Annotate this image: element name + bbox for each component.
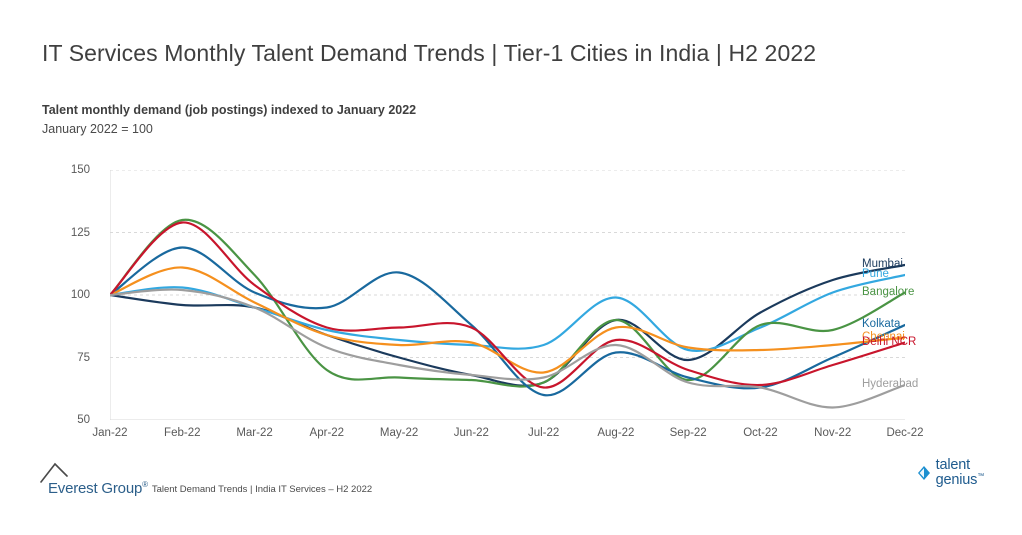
y-axis-tick: 50 — [77, 414, 90, 426]
everest-group-label: Everest Group — [48, 480, 143, 497]
legend-item-hyderabad[interactable]: Hyderabad — [862, 378, 918, 390]
page-title: IT Services Monthly Talent Demand Trends… — [42, 40, 817, 66]
series-line-kolkata — [108, 246, 907, 397]
legend-item-pune[interactable]: Pune — [862, 268, 889, 280]
x-axis-tick: Dec-22 — [886, 427, 924, 439]
everest-group-name: Everest Group® — [48, 480, 148, 497]
legend-label: Hyderabad — [862, 378, 919, 390]
series-line-bangalore — [108, 218, 907, 388]
x-axis-tick: Jun-22 — [453, 427, 489, 439]
x-axis-tick: Nov-22 — [814, 427, 852, 439]
x-axis-tick: Oct-22 — [743, 427, 778, 439]
x-axis: Jan-22 Feb-22 Mar-22 Apr-22 May-22 Jun-22 Jul-… — [92, 424, 923, 448]
y-axis-tick: 100 — [70, 289, 90, 301]
x-axis-tick: Jul-22 — [527, 427, 560, 439]
legend-item-mumbai[interactable]: Mumbai — [862, 258, 903, 270]
y-axis-tick: 125 — [70, 226, 90, 239]
everest-group-branding: Everest Group® Talent Demand Trends | In… — [40, 462, 373, 497]
line-chart: 50 75 100 125 150 Jan-22 Feb-22 Mar-22 Apr-22 Ma… — [42, 160, 982, 445]
logo-line-genius: genius™ — [935, 471, 985, 488]
legend-item-delhi-ncr[interactable]: Delhi NCR — [862, 336, 916, 348]
talent-genius-wordmark: talent genius™ — [935, 457, 985, 488]
y-axis: 50 75 100 125 150 — [42, 160, 102, 430]
series-line-hyderabad — [108, 288, 907, 409]
y-axis-tick: 75 — [77, 351, 90, 364]
logo-line-talent: talent — [935, 457, 970, 473]
footer-caption: Talent Demand Trends | India IT Services… — [151, 484, 373, 495]
legend-item-chennai[interactable]: Chennai — [862, 331, 905, 343]
x-axis-tick: Mar-22 — [236, 427, 273, 439]
y-axis-tick: 150 — [70, 164, 90, 176]
x-axis-tick: Apr-22 — [309, 427, 345, 439]
series-line-pune — [108, 273, 907, 352]
logo-genius-label: genius — [935, 471, 978, 488]
trademark-mark: ™ — [977, 472, 984, 480]
series-line-chennai — [108, 266, 907, 374]
series-line-delhi-ncr — [108, 221, 907, 389]
talent-genius-logo: talent genius™ — [917, 458, 984, 488]
legend-label: Bangalore — [862, 285, 915, 298]
legend-item-kolkata[interactable]: Kolkata — [862, 318, 900, 330]
legend-item-bangalore[interactable]: Bangalore — [862, 286, 914, 298]
legend-label: Pune — [862, 268, 889, 280]
x-axis-tick: Feb-22 — [164, 427, 201, 439]
legend-label: Kolkata — [862, 318, 901, 330]
x-axis-tick: Jan-22 — [92, 427, 128, 439]
chart-subtitle: Talent monthly demand (job postings) ind… — [42, 103, 417, 117]
diamond-icon — [917, 465, 930, 480]
legend-label: Delhi NCR — [862, 335, 917, 348]
legend-label: Mumbai — [862, 258, 903, 270]
chart-index-note: January 2022 = 100 — [42, 122, 153, 136]
registered-mark: ® — [142, 480, 148, 489]
x-axis-tick: Sep-22 — [669, 427, 707, 439]
x-axis-tick: Aug-22 — [597, 427, 635, 439]
caret-icon — [40, 462, 68, 483]
plot-area — [108, 169, 907, 421]
legend-label: Chennai — [862, 330, 905, 343]
x-axis-tick: May-22 — [379, 427, 419, 439]
chart-svg — [108, 169, 907, 421]
series-line-mumbai — [108, 263, 907, 387]
